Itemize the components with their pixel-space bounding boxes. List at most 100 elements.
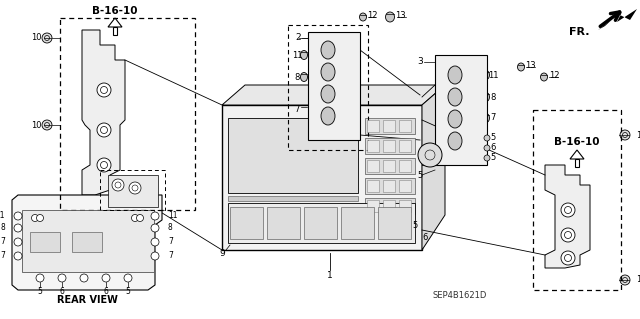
Ellipse shape — [360, 13, 367, 21]
Text: 8: 8 — [294, 72, 300, 81]
Text: 12: 12 — [548, 70, 559, 79]
Ellipse shape — [321, 107, 335, 125]
Ellipse shape — [301, 50, 307, 60]
Circle shape — [31, 214, 38, 221]
Ellipse shape — [448, 88, 462, 106]
Bar — [228, 118, 358, 193]
Bar — [60, 18, 195, 210]
Circle shape — [484, 155, 490, 161]
Text: 12: 12 — [367, 11, 377, 19]
Text: 6: 6 — [490, 144, 496, 152]
Circle shape — [129, 182, 141, 194]
Text: 8: 8 — [168, 224, 173, 233]
Text: 5: 5 — [490, 153, 495, 162]
Bar — [30, 232, 60, 252]
Bar — [383, 200, 395, 212]
Circle shape — [112, 179, 124, 191]
Text: 7: 7 — [0, 251, 5, 261]
Bar — [399, 180, 411, 192]
Circle shape — [620, 130, 630, 140]
Text: 2: 2 — [295, 33, 301, 42]
Bar — [383, 120, 395, 132]
Polygon shape — [598, 9, 637, 30]
Text: 13: 13 — [395, 11, 405, 19]
Bar — [367, 200, 379, 212]
Circle shape — [14, 212, 22, 220]
Circle shape — [58, 274, 66, 282]
Ellipse shape — [448, 132, 462, 150]
Bar — [341, 207, 374, 239]
Circle shape — [97, 83, 111, 97]
Circle shape — [124, 274, 132, 282]
Text: B-16-10: B-16-10 — [92, 6, 138, 16]
Bar — [435, 55, 487, 165]
Bar — [383, 180, 395, 192]
Bar — [365, 178, 415, 194]
Bar — [113, 27, 116, 35]
Text: 7: 7 — [294, 106, 300, 115]
Bar — [228, 196, 358, 201]
Bar — [367, 180, 379, 192]
Circle shape — [151, 252, 159, 260]
Ellipse shape — [385, 12, 394, 22]
Ellipse shape — [448, 110, 462, 128]
Text: 10: 10 — [31, 121, 41, 130]
Text: B-16-10: B-16-10 — [554, 137, 600, 147]
Text: 7: 7 — [0, 238, 5, 247]
Text: 5: 5 — [38, 287, 42, 296]
Bar — [365, 158, 415, 174]
Ellipse shape — [483, 114, 490, 122]
Polygon shape — [12, 195, 162, 290]
Ellipse shape — [321, 41, 335, 59]
Polygon shape — [570, 150, 584, 159]
Text: 3: 3 — [417, 57, 423, 66]
Circle shape — [151, 212, 159, 220]
Bar — [72, 232, 102, 252]
Circle shape — [151, 224, 159, 232]
Text: 13: 13 — [525, 61, 535, 70]
Bar — [230, 207, 263, 239]
Bar — [288, 25, 368, 150]
Text: 11: 11 — [168, 211, 177, 219]
Bar — [399, 160, 411, 172]
Text: 5: 5 — [412, 220, 418, 229]
Bar — [575, 159, 579, 167]
Ellipse shape — [448, 66, 462, 84]
Text: 7: 7 — [490, 114, 496, 122]
Text: 10: 10 — [31, 33, 41, 42]
Bar — [399, 120, 411, 132]
Circle shape — [42, 120, 52, 130]
Circle shape — [561, 228, 575, 242]
Text: 9: 9 — [219, 249, 225, 257]
Bar — [228, 203, 415, 243]
Bar — [399, 140, 411, 152]
Bar — [304, 207, 337, 239]
Bar — [100, 170, 165, 210]
Text: 6: 6 — [422, 234, 428, 242]
Text: 7: 7 — [168, 251, 173, 261]
Bar — [383, 160, 395, 172]
Circle shape — [561, 203, 575, 217]
Text: FR.: FR. — [570, 27, 590, 37]
Bar — [367, 160, 379, 172]
Bar — [367, 120, 379, 132]
Bar — [399, 200, 411, 212]
Text: 5: 5 — [125, 287, 131, 296]
Bar — [267, 207, 300, 239]
Circle shape — [80, 274, 88, 282]
Bar — [365, 198, 415, 214]
Circle shape — [42, 33, 52, 43]
Text: 6: 6 — [104, 287, 108, 296]
Ellipse shape — [321, 63, 335, 81]
Text: 10: 10 — [636, 276, 640, 285]
Circle shape — [561, 251, 575, 265]
Polygon shape — [82, 30, 125, 195]
Bar — [108, 175, 158, 207]
Ellipse shape — [321, 85, 335, 103]
Circle shape — [102, 274, 110, 282]
Circle shape — [14, 238, 22, 246]
Ellipse shape — [483, 93, 490, 101]
Text: 6: 6 — [60, 287, 65, 296]
Circle shape — [418, 143, 442, 167]
Circle shape — [151, 238, 159, 246]
